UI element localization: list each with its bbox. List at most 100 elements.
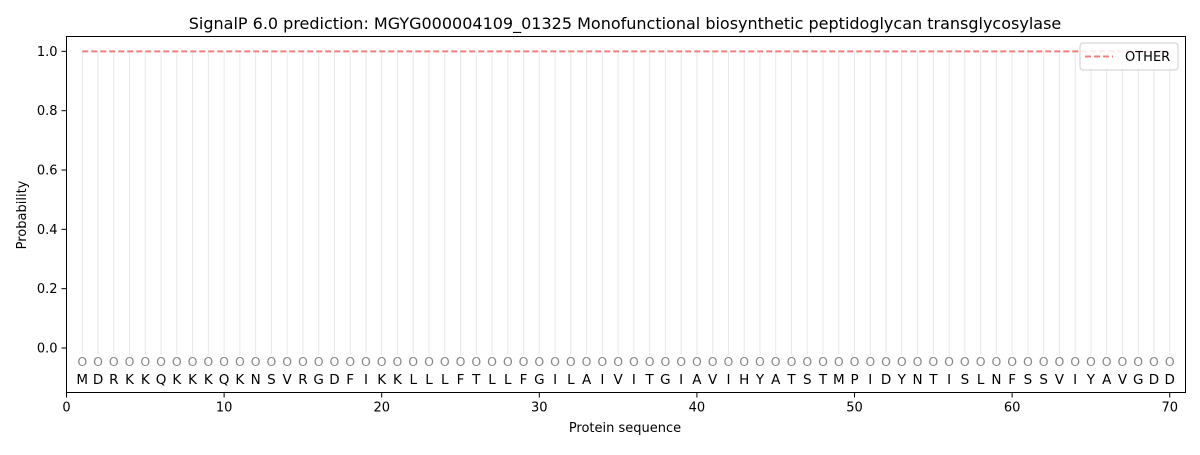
region-mark-7: O [172, 354, 182, 369]
residue-46: T [786, 372, 796, 388]
chart-title: SignalP 6.0 prediction: MGYG000004109_01… [189, 14, 1062, 34]
region-mark-39: O [676, 354, 686, 369]
residue-66: A [1102, 372, 1112, 388]
x-tick-label-40: 40 [689, 401, 706, 416]
residue-63: V [1055, 372, 1065, 388]
residue-52: D [881, 372, 891, 388]
y-tick-label-5: 1.0 [37, 45, 58, 60]
residue-16: G [313, 372, 323, 388]
residue-18: F [346, 372, 354, 388]
region-mark-58: O [976, 354, 986, 369]
region-mark-16: O [314, 354, 324, 369]
region-mark-64: O [1070, 354, 1080, 369]
region-mark-37: O [645, 354, 655, 369]
residue-58: L [977, 372, 985, 388]
region-mark-23: O [424, 354, 434, 369]
region-mark-3: O [109, 354, 119, 369]
region-mark-6: O [156, 354, 166, 369]
region-mark-42: O [724, 354, 734, 369]
x-tick-label-10: 10 [216, 401, 233, 416]
residue-62: S [1039, 372, 1048, 388]
region-mark-12: O [251, 354, 261, 369]
residue-59: N [991, 372, 1001, 388]
region-mark-24: O [440, 354, 450, 369]
x-tick-label-20: 20 [373, 401, 390, 416]
residue-51: I [868, 372, 872, 388]
region-mark-10: O [219, 354, 229, 369]
y-tick-label-1: 0.2 [37, 282, 58, 297]
residue-4: K [125, 372, 135, 388]
residue-36: I [632, 372, 636, 388]
residue-47: S [803, 372, 812, 388]
x-tick-label-50: 50 [846, 401, 863, 416]
residue-22: L [409, 372, 417, 388]
region-mark-45: O [771, 354, 781, 369]
residue-64: I [1073, 372, 1077, 388]
region-mark-57: O [960, 354, 970, 369]
residue-54: N [913, 372, 923, 388]
region-mark-68: O [1133, 354, 1143, 369]
x-tick-label-30: 30 [531, 401, 548, 416]
x-axis-label: Protein sequence [569, 421, 681, 436]
residue-26: T [471, 372, 481, 388]
residue-8: K [188, 372, 198, 388]
residue-68: G [1133, 372, 1143, 388]
residue-17: D [329, 372, 339, 388]
region-mark-1: O [77, 354, 87, 369]
residue-19: I [364, 372, 368, 388]
y-tick-label-2: 0.4 [37, 223, 58, 238]
residue-3: R [109, 372, 118, 388]
residue-48: T [818, 372, 828, 388]
legend: OTHER [1079, 42, 1179, 71]
region-mark-60: O [1007, 354, 1017, 369]
y-tick-label-3: 0.6 [37, 164, 58, 179]
region-mark-30: O [534, 354, 544, 369]
x-axis-ticks: 0 10 20 30 40 50 60 70 [62, 392, 1178, 416]
residue-28: L [504, 372, 512, 388]
residue-69: D [1149, 372, 1159, 388]
region-mark-29: O [519, 354, 529, 369]
region-mark-61: O [1023, 354, 1033, 369]
residue-55: T [928, 372, 938, 388]
residue-60: F [1008, 372, 1016, 388]
residue-41: V [708, 372, 718, 388]
residue-31: I [553, 372, 557, 388]
region-mark-25: O [456, 354, 466, 369]
region-mark-43: O [739, 354, 749, 369]
residue-30: G [534, 372, 544, 388]
residue-53: Y [897, 372, 907, 388]
residue-32: L [567, 372, 575, 388]
region-mark-54: O [913, 354, 923, 369]
residue-24: L [441, 372, 449, 388]
x-tick-label-0: 0 [62, 401, 70, 416]
residue-25: F [457, 372, 465, 388]
region-mark-33: O [582, 354, 592, 369]
residue-2: D [93, 372, 103, 388]
residue-56: I [947, 372, 951, 388]
residue-57: S [961, 372, 970, 388]
residue-1: M [76, 372, 88, 388]
region-mark-14: O [282, 354, 292, 369]
region-mark-62: O [1039, 354, 1049, 369]
residue-34: I [600, 372, 604, 388]
residue-13: S [267, 372, 276, 388]
x-tick-label-60: 60 [1004, 401, 1021, 416]
residue-70: D [1165, 372, 1175, 388]
residue-6: Q [156, 372, 167, 388]
residue-5: K [141, 372, 151, 388]
residue-44: Y [755, 372, 765, 388]
region-mark-59: O [991, 354, 1001, 369]
x-tick-label-70: 70 [1161, 401, 1178, 416]
region-mark-47: O [802, 354, 812, 369]
residue-37: T [645, 372, 655, 388]
region-mark-41: O [708, 354, 718, 369]
y-tick-label-4: 0.8 [37, 104, 58, 119]
residue-65: Y [1086, 372, 1096, 388]
region-mark-11: O [235, 354, 245, 369]
legend-label-other: OTHER [1125, 50, 1170, 65]
residue-45: A [771, 372, 781, 388]
y-axis-label: Probability [15, 180, 30, 249]
